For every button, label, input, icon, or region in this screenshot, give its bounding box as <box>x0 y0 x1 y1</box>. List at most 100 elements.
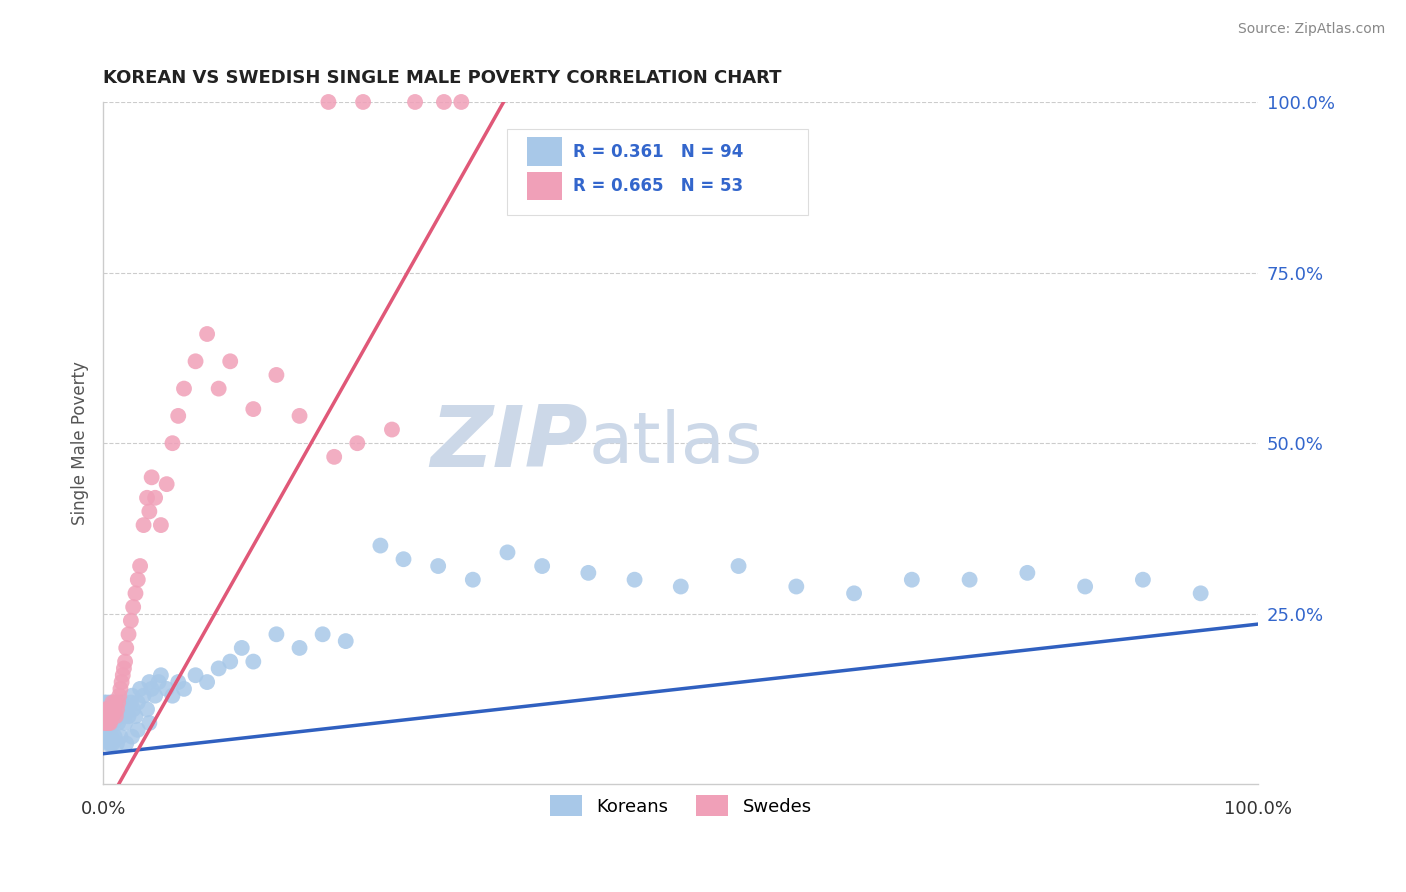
Point <box>112 661 135 675</box>
Point <box>266 368 288 382</box>
Point <box>115 736 138 750</box>
Point <box>143 689 166 703</box>
Point <box>93 696 115 710</box>
Point <box>100 716 122 731</box>
Text: R = 0.665   N = 53: R = 0.665 N = 53 <box>574 177 744 195</box>
Point <box>107 716 129 731</box>
Point <box>98 716 121 731</box>
Point <box>288 409 311 423</box>
Point <box>101 709 124 723</box>
Point <box>101 736 124 750</box>
Point <box>162 689 184 703</box>
Point <box>173 382 195 396</box>
Point <box>576 566 599 580</box>
Point <box>97 730 120 744</box>
Point <box>335 634 357 648</box>
Point <box>352 95 374 109</box>
Point <box>266 627 288 641</box>
Point <box>104 696 127 710</box>
Point <box>98 736 121 750</box>
Point <box>97 716 120 731</box>
Point <box>427 559 450 574</box>
Point <box>156 477 179 491</box>
Point <box>110 709 132 723</box>
FancyBboxPatch shape <box>527 137 562 166</box>
Point <box>129 559 152 574</box>
Point <box>288 640 311 655</box>
Point <box>96 696 118 710</box>
Point <box>104 696 127 710</box>
Point <box>115 702 138 716</box>
Point <box>115 640 138 655</box>
Point <box>461 573 484 587</box>
FancyBboxPatch shape <box>527 171 562 200</box>
Point <box>104 730 127 744</box>
Point <box>242 402 264 417</box>
Point <box>346 436 368 450</box>
Point <box>105 709 128 723</box>
Point <box>105 736 128 750</box>
Point <box>959 573 981 587</box>
Point <box>93 716 115 731</box>
Point <box>94 702 117 716</box>
Text: ZIP: ZIP <box>430 401 588 484</box>
Point <box>127 573 149 587</box>
Point <box>141 470 163 484</box>
Point <box>103 716 125 731</box>
Point <box>141 681 163 696</box>
Point <box>122 599 145 614</box>
Point <box>122 702 145 716</box>
Point <box>94 702 117 716</box>
Point <box>842 586 865 600</box>
Point <box>132 689 155 703</box>
Point <box>107 696 129 710</box>
Point <box>318 95 340 109</box>
FancyBboxPatch shape <box>508 129 808 215</box>
Point <box>231 640 253 655</box>
Point <box>97 736 120 750</box>
Point <box>121 730 143 744</box>
Point <box>173 681 195 696</box>
Point <box>219 354 242 368</box>
Point <box>94 709 117 723</box>
Point <box>117 627 139 641</box>
Point <box>208 382 231 396</box>
Point <box>901 573 924 587</box>
Point <box>136 491 159 505</box>
Point <box>101 696 124 710</box>
Point <box>531 559 554 574</box>
Legend: Koreans, Swedes: Koreans, Swedes <box>543 788 820 823</box>
Point <box>97 709 120 723</box>
Point <box>138 675 160 690</box>
Point <box>114 655 136 669</box>
Point <box>97 702 120 716</box>
Point <box>219 655 242 669</box>
Point <box>97 702 120 716</box>
Point <box>111 668 134 682</box>
Point <box>450 95 472 109</box>
Y-axis label: Single Male Poverty: Single Male Poverty <box>72 361 89 525</box>
Point <box>97 702 120 716</box>
Point <box>381 423 404 437</box>
Point <box>97 702 120 716</box>
Point <box>323 450 346 464</box>
Point <box>149 518 172 533</box>
Point <box>124 709 146 723</box>
Point <box>184 668 207 682</box>
Point <box>93 723 115 737</box>
Point <box>103 702 125 716</box>
Text: atlas: atlas <box>588 409 762 478</box>
Point <box>104 709 127 723</box>
Point <box>1189 586 1212 600</box>
Point <box>392 552 415 566</box>
Point <box>120 614 142 628</box>
Point <box>311 627 333 641</box>
Point <box>195 326 218 341</box>
Point <box>97 709 120 723</box>
Point <box>101 709 124 723</box>
Point <box>149 668 172 682</box>
Point <box>111 702 134 716</box>
Point <box>669 580 692 594</box>
Point <box>167 409 190 423</box>
Point <box>94 716 117 731</box>
